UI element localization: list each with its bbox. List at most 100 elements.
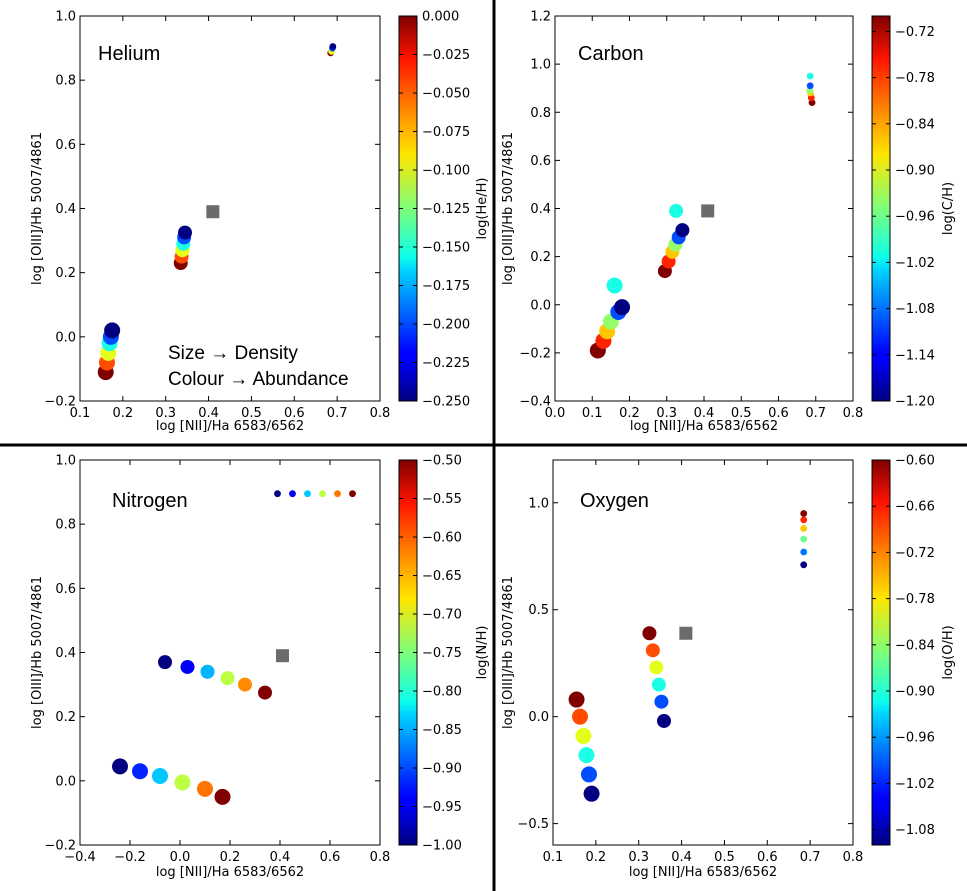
colorbar-tick-label: −0.85: [422, 723, 462, 738]
panel-title: Helium: [98, 43, 160, 65]
data-point: [614, 299, 631, 316]
x-tick-label: 0.2: [113, 406, 134, 421]
x-tick-label: 0.7: [805, 406, 826, 421]
y-tick-label: 1.0: [530, 58, 551, 73]
x-tick-label: 0.2: [586, 850, 607, 865]
data-point: [800, 561, 808, 569]
data-point: [349, 490, 356, 498]
y-tick-label: 0.6: [530, 154, 551, 169]
y-tick-label: −0.4: [519, 395, 551, 410]
tick-group: 0.1 0.2 0.3 0.4 0.5 0.6 0.7 0.8 −0.5 0.0 0.5 1.0 −0.…: [517, 454, 934, 866]
data-point: [806, 82, 814, 90]
tick-group: 0.0 0.1 0.2 0.3 0.4 0.5 0.6 0.7 0.8 −0.4 −0.2 0.0 0.…: [519, 10, 934, 422]
x-tick-label: 0.6: [320, 850, 341, 865]
y-axis-label: log [OIII]/Hb 5007/4861: [30, 576, 45, 729]
colorbar-tick-label: −0.100: [422, 164, 470, 179]
y-tick-label: 0.6: [55, 582, 76, 597]
plot-frame: [552, 459, 854, 846]
data-point: [575, 727, 592, 744]
y-tick-label: 0.2: [530, 250, 551, 265]
x-tick-label: 0.0: [170, 850, 191, 865]
colorbar-label: log(N/H): [475, 626, 490, 680]
panel-carbon: Carbon log [NII]/Ha 6583/6562 log [OIII]…: [501, 10, 956, 435]
panel-title: Nitrogen: [112, 490, 188, 512]
colorbar-tick-label: −0.90: [895, 685, 935, 700]
colorbar-tick-label: −0.175: [422, 279, 470, 294]
y-axis-label: log [OIII]/Hb 5007/4861: [501, 132, 516, 285]
size-density-note: Size → Density: [168, 343, 298, 364]
data-point: [642, 626, 657, 641]
data-point: [158, 655, 172, 670]
colour-abundance-note: Colour → Abundance: [168, 369, 349, 390]
x-tick-label: 0.4: [198, 406, 219, 421]
data-point: [568, 691, 585, 708]
reference-square-marker: [701, 204, 715, 218]
x-tick-label: 0.8: [370, 406, 391, 421]
data-point: [657, 713, 671, 728]
reference-square-marker: [206, 205, 220, 219]
x-tick-label: 0.8: [370, 850, 391, 865]
colorbar-label: log(He/H): [475, 178, 490, 240]
data-point: [669, 203, 684, 218]
panel-nitrogen: Nitrogen log [NII]/Ha 6583/6562 log [OII…: [30, 454, 490, 881]
colorbar-tick-label: −0.66: [895, 500, 935, 515]
reference-square-marker: [276, 649, 289, 663]
data-point: [104, 322, 121, 339]
data-point: [649, 660, 664, 675]
tick-group: 0.1 0.2 0.3 0.4 0.5 0.6 0.7 0.8 −0.2 0.0 0.2 0.4 0.6…: [44, 10, 470, 422]
y-tick-label: 1.0: [55, 10, 76, 25]
x-tick-label: 0.7: [327, 406, 348, 421]
data-point: [800, 535, 808, 543]
x-tick-label: 0.5: [241, 406, 262, 421]
colorbar-tick-label: −1.14: [895, 348, 935, 363]
colorbar-tick-label: −1.02: [895, 777, 935, 792]
data-point: [572, 708, 588, 725]
marker-group: [589, 72, 816, 359]
y-tick-label: 0.0: [55, 774, 76, 789]
data-point: [289, 490, 296, 498]
data-point: [800, 525, 808, 532]
colorbar-tick-label: −0.95: [422, 800, 462, 815]
data-point: [220, 671, 235, 686]
data-point: [583, 785, 600, 802]
data-point: [651, 677, 666, 692]
x-tick-label: 0.4: [694, 406, 715, 421]
y-tick-label: 1.2: [530, 10, 551, 25]
colorbar-tick-label: −0.65: [422, 569, 462, 584]
reference-square-marker: [679, 626, 693, 640]
colorbar-tick-label: −0.78: [895, 71, 935, 86]
data-point: [197, 780, 213, 797]
y-axis-label: log [OIII]/Hb 5007/4861: [30, 132, 45, 285]
x-tick-label: 0.0: [545, 406, 566, 421]
colorbar-tick-label: −0.90: [895, 164, 935, 179]
x-tick-label: 0.4: [270, 850, 291, 865]
x-tick-label: 0.2: [220, 850, 241, 865]
y-tick-label: 1.0: [528, 496, 549, 511]
colorbar-tick-label: −0.96: [895, 210, 935, 225]
colorbar-tick-label: −1.00: [422, 839, 462, 854]
colorbar-tick-label: −0.60: [895, 454, 935, 469]
colorbar-tick-label: −0.70: [422, 608, 462, 623]
colorbar-tick-label: −1.20: [895, 395, 935, 410]
colorbar-tick-label: −0.84: [895, 117, 935, 132]
x-tick-label: 0.5: [714, 850, 735, 865]
data-point: [581, 766, 597, 783]
colorbar-tick-label: −0.90: [422, 762, 462, 777]
data-point: [645, 643, 660, 658]
colorbar-tick-label: −0.78: [895, 592, 935, 607]
x-tick-label: 0.3: [656, 406, 677, 421]
colorbar-tick-label: −0.200: [422, 318, 470, 333]
data-point: [675, 223, 690, 238]
x-tick-label: 0.6: [284, 406, 305, 421]
y-tick-label: 0.8: [55, 74, 76, 89]
y-tick-label: 0.0: [528, 710, 549, 725]
data-point: [258, 685, 272, 700]
data-point: [180, 659, 195, 674]
panel-title: Oxygen: [580, 490, 649, 512]
x-tick-label: 0.6: [768, 406, 789, 421]
x-axis-label: log [NII]/Ha 6583/6562: [629, 865, 777, 880]
colorbar: [871, 15, 891, 402]
data-point: [112, 758, 128, 775]
x-tick-label: 0.3: [628, 850, 649, 865]
